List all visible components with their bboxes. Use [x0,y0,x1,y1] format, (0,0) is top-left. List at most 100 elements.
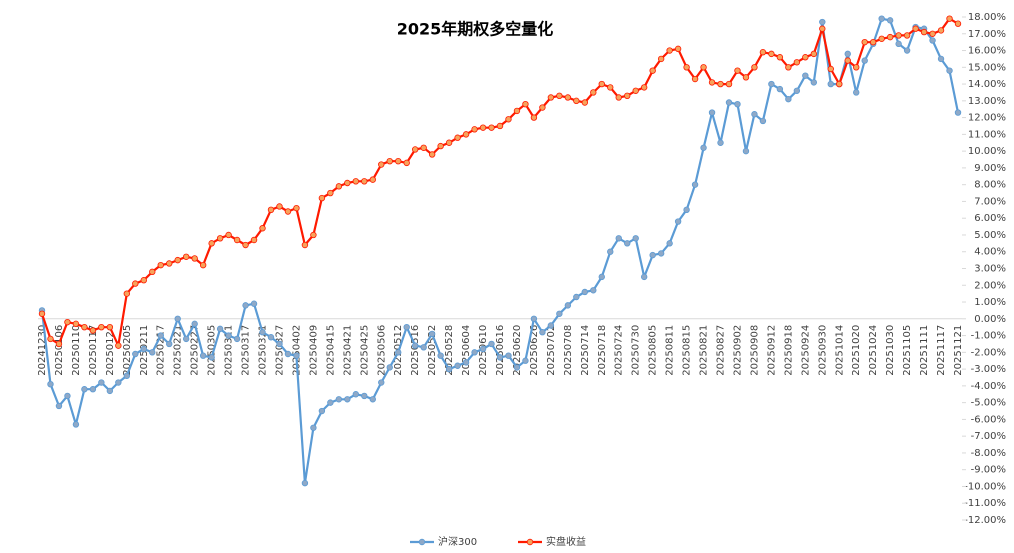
point [649,251,656,259]
point [615,94,622,101]
point [556,92,563,100]
point [437,352,444,359]
y-tick-label: -2.00% [971,347,1006,358]
point [725,80,733,88]
point [361,392,368,400]
point [318,407,326,415]
point [479,345,487,353]
point [386,364,393,371]
x-tick-label: 20250702 [546,325,557,376]
x-tick-label: 20251030 [885,325,896,376]
point [225,231,232,239]
point [929,30,936,37]
point [708,79,716,86]
point [72,421,80,428]
y-tick-label: 5.00% [974,230,1006,241]
point [861,38,868,46]
y-tick-label: 3.00% [974,264,1006,275]
point [937,55,945,63]
point [496,122,504,130]
point [157,261,164,269]
x-tick-label: 20250311 [224,325,235,376]
x-tick-label: 20250106 [54,325,65,376]
point [310,231,317,239]
point [785,95,792,103]
point [166,340,173,348]
point [573,97,580,105]
y-tick-label: 2.00% [974,280,1006,291]
x-tick-label: 20250924 [800,325,811,376]
point [216,235,224,242]
point [462,359,470,366]
point [657,55,665,63]
point [395,157,402,165]
y-tick-label: -4.00% [971,381,1006,392]
point [454,362,461,369]
x-tick-label: 20251020 [851,325,862,376]
point [530,114,538,121]
y-tick-label: -3.00% [971,364,1006,375]
point [369,176,376,183]
x-tick-label: 20250317 [241,325,252,376]
point [310,424,317,431]
point [403,323,410,331]
point [683,206,690,214]
x-tick-label: 20250815 [682,325,693,376]
x-tick-label: 20250821 [699,325,710,376]
x-tick-label: 20250626 [529,325,540,376]
point [742,74,750,81]
point [149,268,156,276]
y-tick-label: 14.00% [968,79,1006,90]
x-tick-label: 20250908 [749,325,760,376]
x-tick-label: 20251105 [902,325,913,376]
point [624,240,631,247]
point [734,100,741,108]
point [250,236,258,244]
point [361,178,368,185]
point [233,236,241,244]
point [869,38,877,46]
point [174,256,181,264]
point [853,64,860,71]
point [284,208,292,215]
point [344,396,351,403]
point [827,65,834,73]
point [72,320,80,328]
x-tick-label: 20250415 [325,325,336,376]
point [352,178,360,185]
x-tick-label: 20250528 [444,325,455,376]
point [327,189,334,197]
point [734,67,741,74]
point [853,89,860,96]
point [598,80,605,88]
point [810,50,818,58]
point [89,386,97,393]
point [886,33,894,41]
point [242,302,249,309]
point [598,273,605,281]
point [81,386,88,393]
point [742,147,750,155]
point [115,342,122,349]
point [946,67,953,74]
point [674,45,682,53]
y-tick-label: 13.00% [968,96,1006,107]
point [132,280,139,287]
x-tick-label: 20250305 [207,325,218,376]
point [802,54,809,61]
point [454,134,461,141]
legend-label: 实盘收益 [546,535,586,548]
point [191,320,198,328]
x-tick-label: 20250620 [512,325,523,376]
x-tick-label: 20250616 [495,325,506,376]
point [632,235,639,242]
legend-marker [418,538,426,546]
x-tick-label: 20250724 [614,325,625,376]
point [208,240,215,247]
y-tick-label: 17.00% [968,29,1006,40]
point [344,179,351,187]
point [666,240,673,247]
point [378,161,385,168]
point [471,349,478,356]
